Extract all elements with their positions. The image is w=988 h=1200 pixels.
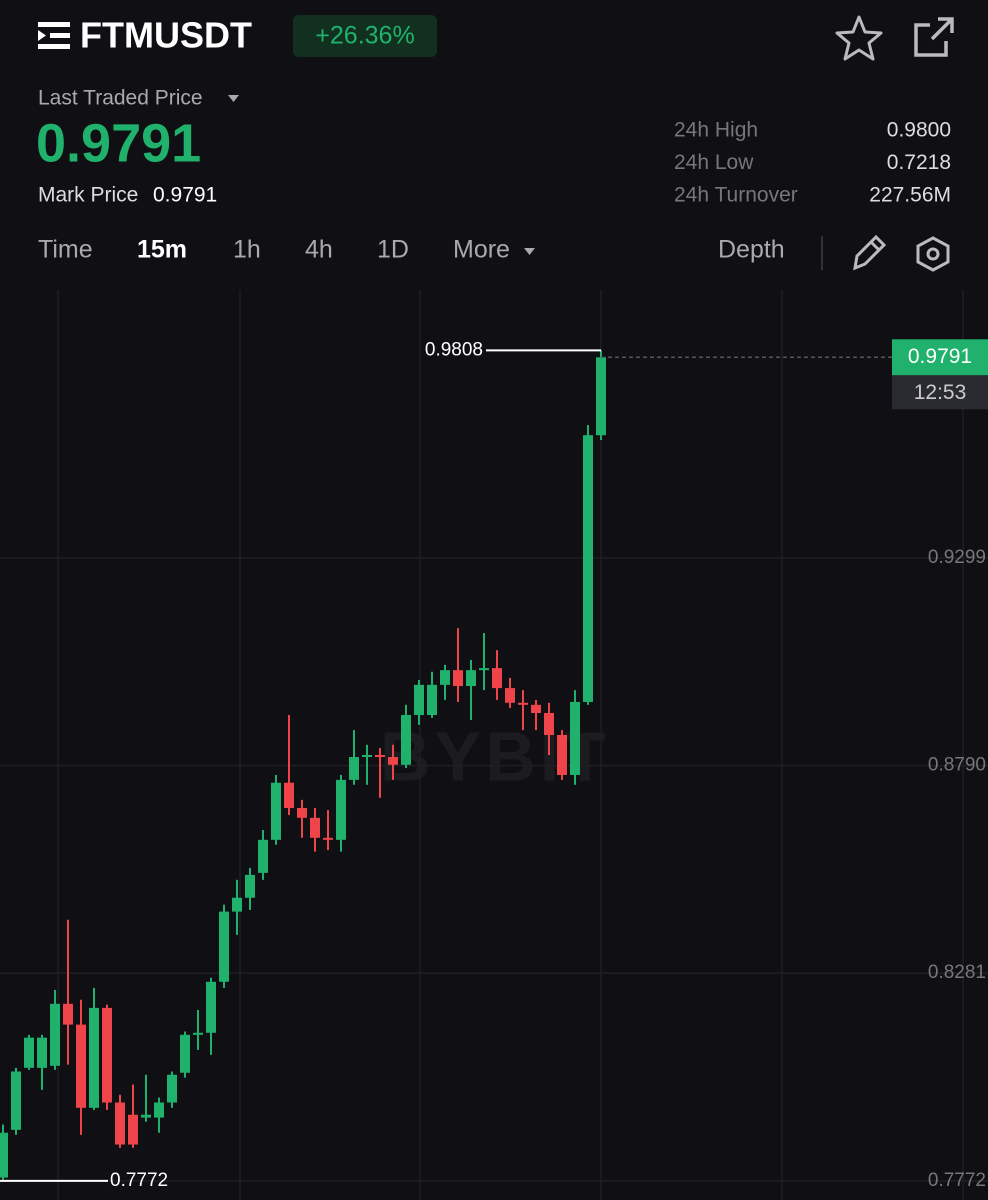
share-box bbox=[914, 23, 948, 57]
candle-body bbox=[50, 1003, 60, 1066]
menu-bar bbox=[38, 44, 70, 49]
menu-icon[interactable] bbox=[38, 22, 70, 49]
candle-body bbox=[102, 1007, 112, 1103]
candle-body bbox=[0, 1132, 8, 1178]
symbol[interactable]: FTMUSDT bbox=[80, 15, 252, 56]
last-price: 0.9791 bbox=[36, 113, 201, 173]
share-icon[interactable] bbox=[914, 17, 954, 57]
candle-body bbox=[453, 670, 463, 687]
candle-body bbox=[531, 704, 541, 713]
candle-body bbox=[440, 670, 450, 685]
tab[interactable]: 1D bbox=[377, 236, 409, 264]
settings-icon[interactable] bbox=[916, 236, 950, 272]
change: +26.36% bbox=[315, 22, 414, 50]
tab[interactable]: 1h bbox=[233, 236, 261, 264]
candle-body bbox=[245, 874, 255, 898]
y-tick-label: 0.7772 bbox=[928, 1170, 986, 1191]
candle-body bbox=[362, 754, 372, 758]
share-arrow bbox=[930, 17, 954, 41]
candle-body bbox=[349, 757, 359, 780]
candle-body bbox=[414, 684, 424, 716]
favorite-icon[interactable] bbox=[835, 15, 883, 61]
candle-body bbox=[310, 817, 320, 838]
menu-bar bbox=[38, 22, 70, 27]
candle-body bbox=[115, 1102, 125, 1145]
hexagon bbox=[916, 236, 950, 272]
candle-body bbox=[206, 981, 216, 1033]
candle-body bbox=[11, 1071, 21, 1130]
tab[interactable]: 15m bbox=[137, 236, 187, 264]
candle-body bbox=[518, 702, 528, 705]
candle-body bbox=[154, 1102, 164, 1118]
candle-body bbox=[466, 670, 476, 687]
high-marker-label: 0.9808 bbox=[425, 339, 483, 360]
last-price-label[interactable]: Last Traded Price bbox=[38, 87, 203, 110]
dropdown-arrow bbox=[228, 95, 239, 102]
candle-body bbox=[141, 1114, 151, 1118]
stat-label: 24h High bbox=[674, 119, 758, 142]
y-tick-label: 0.8790 bbox=[928, 755, 986, 776]
candle-body bbox=[544, 712, 554, 736]
candle-body bbox=[89, 1007, 99, 1108]
candle-body bbox=[505, 688, 515, 703]
candle-body bbox=[271, 782, 281, 840]
stat-label: 24h Turnover bbox=[674, 184, 798, 207]
tab[interactable]: Depth bbox=[718, 236, 785, 264]
countdown: 12:53 bbox=[914, 381, 967, 404]
candle-body bbox=[76, 1024, 86, 1108]
candle-body bbox=[492, 668, 502, 689]
stat-label: 24h Low bbox=[674, 151, 754, 174]
candle-body bbox=[219, 911, 229, 982]
candle-body bbox=[297, 808, 307, 818]
watermark: BYBIT bbox=[380, 717, 610, 795]
stat-value: 0.9800 bbox=[887, 119, 951, 142]
countdown-tag bbox=[892, 375, 988, 410]
pencil bbox=[853, 234, 887, 271]
more-arrow bbox=[524, 248, 535, 255]
candle-body bbox=[570, 701, 580, 775]
candle-body bbox=[388, 757, 398, 765]
candle-body bbox=[323, 837, 333, 840]
candle-body bbox=[596, 357, 606, 436]
stat-value: 227.56M bbox=[869, 184, 951, 207]
menu-bar bbox=[50, 33, 70, 38]
y-tick-label: 0.9299 bbox=[928, 547, 986, 568]
tab[interactable]: 4h bbox=[305, 236, 333, 264]
tab[interactable]: More bbox=[453, 236, 510, 264]
stat-value: 0.7218 bbox=[887, 151, 951, 174]
low-marker-label: 0.7772 bbox=[110, 1170, 168, 1191]
candle-body bbox=[232, 897, 242, 912]
candle-body bbox=[336, 779, 346, 840]
candle-body bbox=[557, 735, 567, 775]
candle-body bbox=[284, 782, 294, 809]
candle-body bbox=[427, 684, 437, 716]
candle-body bbox=[128, 1114, 138, 1145]
last-price-tag bbox=[892, 339, 988, 376]
candle-body bbox=[180, 1034, 190, 1073]
candle-body bbox=[167, 1074, 177, 1103]
tab[interactable]: Time bbox=[38, 236, 93, 264]
last-price-label: 0.9791 bbox=[908, 345, 972, 368]
candle-body bbox=[193, 1032, 203, 1035]
mark-price: 0.9791 bbox=[153, 184, 217, 207]
candle-body bbox=[24, 1037, 34, 1068]
mark-price-label: Mark Price bbox=[38, 184, 138, 207]
change-badge bbox=[293, 15, 437, 57]
candle-body bbox=[583, 435, 593, 702]
menu-arrow bbox=[38, 30, 46, 41]
candle-body bbox=[375, 754, 385, 758]
candle-body bbox=[401, 715, 411, 765]
candle-body bbox=[37, 1037, 47, 1068]
chart[interactable]: BYBIT 0.7772 0.8281 0.8790 0.9299 0.9808 0.777… bbox=[0, 290, 988, 1200]
candle-body bbox=[63, 1003, 73, 1025]
candle-body bbox=[258, 839, 268, 873]
draw-icon[interactable] bbox=[853, 234, 887, 271]
hex-center bbox=[926, 247, 940, 261]
candle-body bbox=[479, 668, 489, 671]
y-tick-label: 0.8281 bbox=[928, 962, 986, 983]
